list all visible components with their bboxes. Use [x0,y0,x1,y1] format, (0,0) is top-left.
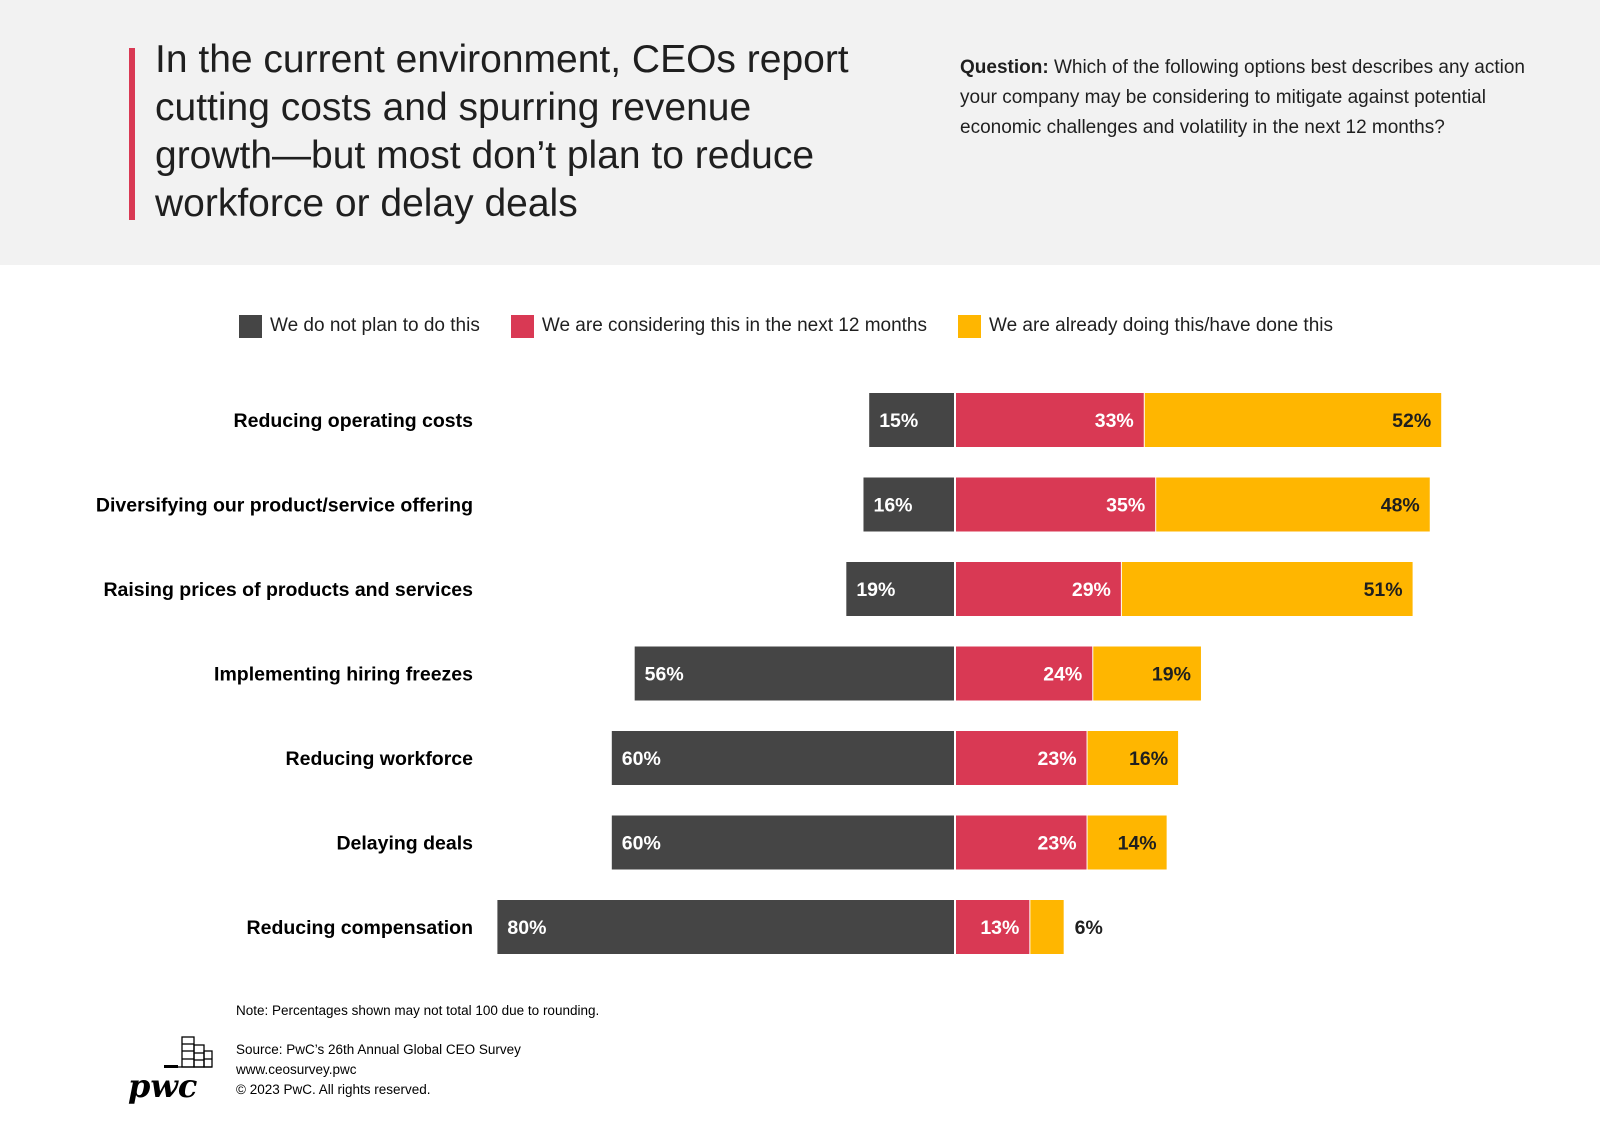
category-label: Reducing workforce [286,748,474,770]
data-label-not-planned: 80% [507,917,546,939]
legend-swatch-considering [510,314,534,338]
footer-copyright: © 2023 PwC. All rights reserved. [236,1082,431,1097]
data-label-considering: 35% [1106,495,1145,517]
header-panel: In the current environment, CEOs report … [0,0,1600,265]
data-label-considering: 13% [980,917,1019,939]
data-label-already-doing: 14% [1118,833,1157,855]
legend-label-not-planned: We do not plan to do this [270,315,480,336]
bar-segment-considering [956,815,1087,870]
bar-segment-already-doing [1156,477,1430,532]
data-label-already-doing: 48% [1381,495,1420,517]
data-label-not-planned: 16% [873,495,912,517]
data-label-considering: 29% [1072,579,1111,601]
bar-segment-considering [956,393,1144,447]
bar-segment-not-planned [611,731,954,785]
bar-segment-not-planned [634,646,954,701]
bar-segment-not-planned [611,815,954,870]
bar-segment-considering [956,477,1156,532]
bar-segment-already-doing [1144,393,1442,447]
category-label: Diversifying our product/service offerin… [96,495,473,517]
title-accent-bar [129,48,135,220]
question-text: Which of the following options best desc… [960,57,1525,138]
data-label-already-doing: 16% [1129,748,1168,770]
bar-segment-considering [956,900,1030,954]
footer-note: Note: Percentages shown may not total 10… [236,1003,600,1018]
bar-segment-not-planned [863,477,954,532]
category-label: Reducing compensation [247,917,473,939]
data-label-already-doing: 19% [1152,664,1191,686]
data-label-not-planned: 19% [856,579,895,601]
legend-item-considering: We are considering this in the next 12 m… [510,314,927,338]
bar-segment-not-planned [846,562,954,616]
bar-segment-not-planned [497,900,954,954]
question-label: Question: [960,57,1049,78]
data-label-considering: 24% [1043,664,1082,686]
chart-legend: We do not plan to do this We are conside… [239,311,1364,341]
data-label-considering: 23% [1038,748,1077,770]
pwc-logo: pwc [128,1036,213,1105]
bar-segment-considering [956,646,1093,701]
survey-question: Question: Which of the following options… [960,53,1530,143]
pwc-logo-wordmark: pwc [128,1067,197,1105]
data-label-considering: 23% [1038,833,1077,855]
data-label-already-doing: 52% [1392,410,1431,432]
stacked-bar-chart: Reducing operating costs 15% 33% 52% Diversi… [96,393,1442,954]
data-label-considering: 33% [1095,410,1134,432]
bar-segment-already-doing [1087,815,1167,870]
bar-segment-considering [956,731,1087,785]
bar-segment-considering [956,562,1121,616]
category-label: Implementing hiring freezes [214,664,473,686]
legend-label-considering: We are considering this in the next 12 m… [541,315,927,336]
data-label-not-planned: 56% [645,664,684,686]
footer-source: Source: PwC’s 26th Annual Global CEO Sur… [236,1042,521,1057]
data-label-not-planned: 15% [879,410,918,432]
category-label: Delaying deals [336,833,473,855]
bar-segment-already-doing [1093,646,1201,701]
data-label-not-planned: 60% [622,833,661,855]
legend-swatch-already-doing [958,314,981,338]
category-label: Raising prices of products and services [103,579,473,601]
legend-swatch-not-planned [239,314,262,338]
bar-segment-not-planned [869,393,954,447]
bar-segment-already-doing [1087,731,1179,785]
footer-url: www.ceosurvey.pwc [236,1062,357,1077]
data-label-already-doing: 51% [1364,579,1403,601]
bar-segment-already-doing [1121,562,1413,616]
data-label-already-doing: 6% [1075,917,1103,939]
legend-label-already-doing: We are already doing this/have done this [989,315,1333,336]
legend-item-already-doing: We are already doing this/have done this [958,314,1333,338]
data-label-not-planned: 60% [622,748,661,770]
legend-item-not-planned: We do not plan to do this [239,314,480,338]
category-label: Reducing operating costs [234,410,474,432]
bar-segment-already-doing [1030,900,1064,954]
page-title: In the current environment, CEOs report … [155,38,849,225]
